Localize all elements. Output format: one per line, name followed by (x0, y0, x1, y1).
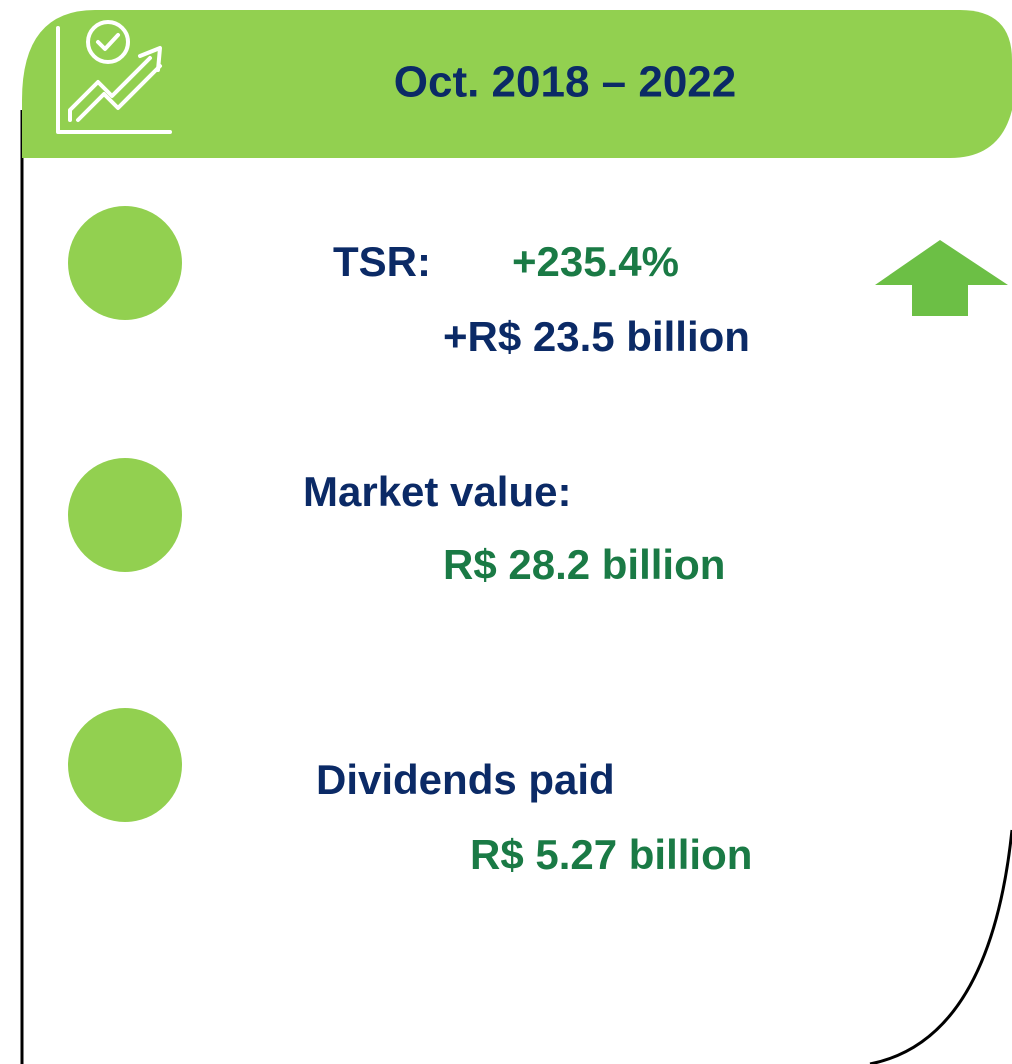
header-title: Oct. 2018 – 2022 (394, 58, 736, 107)
up-arrow (875, 240, 1008, 316)
growth-icon (56, 20, 172, 134)
bullet (68, 708, 182, 822)
item-label: TSR: (333, 238, 431, 285)
card-border-curve (869, 829, 1012, 1064)
bullet (68, 458, 182, 572)
item-label: Market value: (303, 468, 571, 515)
bullet (68, 206, 182, 320)
item-value: R$ 5.27 billion (470, 831, 752, 878)
item-value: R$ 28.2 billion (443, 541, 725, 588)
item-detail: +R$ 23.5 billion (443, 313, 750, 360)
item-value: +235.4% (512, 238, 679, 285)
header-bar (22, 10, 1012, 158)
item-label: Dividends paid (316, 756, 615, 803)
